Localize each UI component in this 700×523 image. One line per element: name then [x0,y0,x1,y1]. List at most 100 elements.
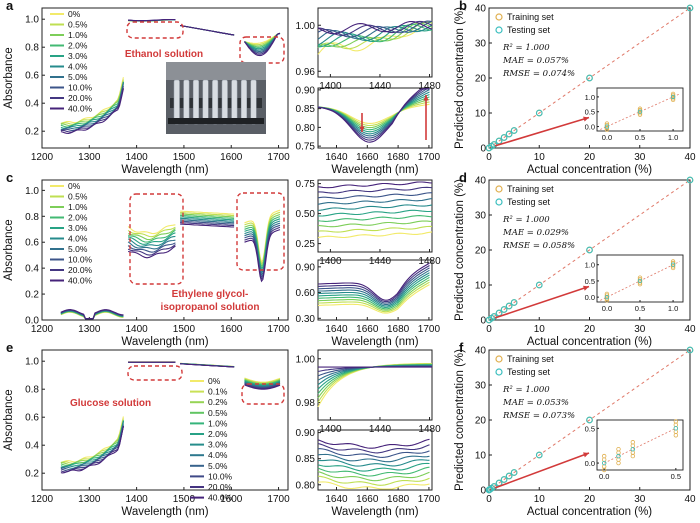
zoom-spectrum-line [317,101,430,127]
zoom-spectrum-line [317,272,430,307]
inset-y-tick-label: 0.0 [585,459,595,468]
x-tick-label: 1300 [78,152,101,163]
spectrum-line [180,210,235,215]
y-axis-title: Absorbance [3,389,15,450]
axis-frame [41,179,289,321]
x-tick-label: 30 [634,494,646,505]
metric-r2: R² = 1.000 [502,215,550,225]
y-tick-label: 0.2 [25,290,39,301]
x-tick-label: 40 [684,324,696,335]
testing-point [586,74,593,82]
zoom-spectrum-line [317,262,430,301]
legend-entry: Testing set [507,367,551,377]
y-tick-label: 0.85 [296,454,316,465]
spectrum-line [180,212,235,217]
spectrum-line [244,383,281,390]
inset-training-point [630,440,636,445]
y-tick-label: 0.96 [296,67,316,78]
inset-identity-line [600,93,680,130]
spectrum-line [180,220,235,225]
testing-point [505,302,513,310]
spectrum-line [127,239,176,250]
y-tick-label: 0.30 [296,314,316,325]
photo-of-vials [166,62,266,134]
y-tick-label: 0.90 [296,85,316,96]
y-axis-title: Predicted concentration (%) [454,179,466,321]
legend-entry: 0.1% [208,387,228,397]
x-tick-label: 1640 [325,494,348,505]
axis-frame [317,259,433,321]
metric-r2: R² = 1.000 [502,43,550,53]
spectrum-line [244,382,281,388]
y-tick-label: 0.8 [25,43,39,54]
zoom-spectrum-line [317,20,433,35]
y-tick-label: 40 [475,4,487,15]
zoom-spectrum-line [317,276,430,310]
spectrum-line [180,214,235,219]
spectrum-line [244,229,281,283]
testing-point [510,299,518,306]
zoom-spectrum-line [317,192,433,199]
inset-training-point [604,293,610,298]
spectrum-line [244,384,281,390]
metric-r2: R² = 1.000 [502,385,550,395]
inset-testing-point [601,460,607,466]
y-tick-label: 1.00 [296,354,316,365]
testing-point [535,281,543,289]
legend-entry: 5.0% [68,244,88,254]
y-tick-label: 0.6 [25,71,39,82]
metric-mae: MAE = 0.057% [502,56,569,66]
legend-entry: 0.5% [68,20,88,30]
inset-frame [596,254,684,303]
legend-entry: 3.0% [208,440,228,450]
testing-point [505,130,513,138]
metric-mae: MAE = 0.053% [502,398,569,408]
x-tick-label: 1500 [173,324,196,335]
legend-entry: 4.0% [68,62,88,72]
inset-training-point [670,97,676,103]
inset-x-tick-label: 0.5 [671,472,681,481]
x-tick-label: 30 [634,152,646,163]
legend-entry: 3.0% [68,223,88,233]
y-tick-label: 20 [475,416,487,427]
inset-y-tick-label: 0.5 [585,424,595,433]
legend-entry: Testing set [507,25,551,35]
vial-shape [250,79,257,125]
spectrum-line [127,235,176,247]
y-tick-label: 1.0 [25,357,39,368]
y-tick-label: 0.98 [296,398,316,409]
x-axis-title: Wavelength (nm) [331,336,418,348]
axis-frame [317,429,433,491]
spectrum-line [244,211,281,266]
x-tick-label: 1640 [325,324,348,335]
spectrum-line [127,242,176,253]
inset-training-point [673,419,679,424]
inset-x-tick-label: 0.0 [599,472,609,481]
spectrum-line [127,244,176,256]
panel-label: f [459,340,464,355]
inset-y-tick-label: 0.5 [585,277,595,286]
x-tick-label: 1500 [173,152,196,163]
inset-testing-point [637,278,643,284]
spectrum-line [128,245,176,259]
x-tick-label: 1680 [387,494,410,505]
legend-entry: 1.0% [68,30,88,40]
inset-x-tick-label: 0.5 [635,304,645,313]
spectrum-line [244,209,281,263]
legend-entry: 20.0% [68,265,93,275]
axis-frame [41,349,289,491]
y-tick-label: 1.0 [25,186,39,197]
highlight-box [126,21,184,39]
spectrum-line [60,81,124,129]
legend-entry: 0.2% [208,397,228,407]
zoom-spectrum-line [317,475,430,486]
vial-shape [221,79,228,125]
x-tick-label: 0 [486,152,492,163]
panel-label: d [459,170,467,185]
inset-y-tick-label: 1.0 [585,93,595,102]
x-tick-label: 1480 [418,256,441,267]
y-tick-label: 40 [475,176,487,187]
inset-training-point [616,446,621,452]
zoom-spectrum-line [317,225,432,233]
vial-shape [183,79,190,125]
